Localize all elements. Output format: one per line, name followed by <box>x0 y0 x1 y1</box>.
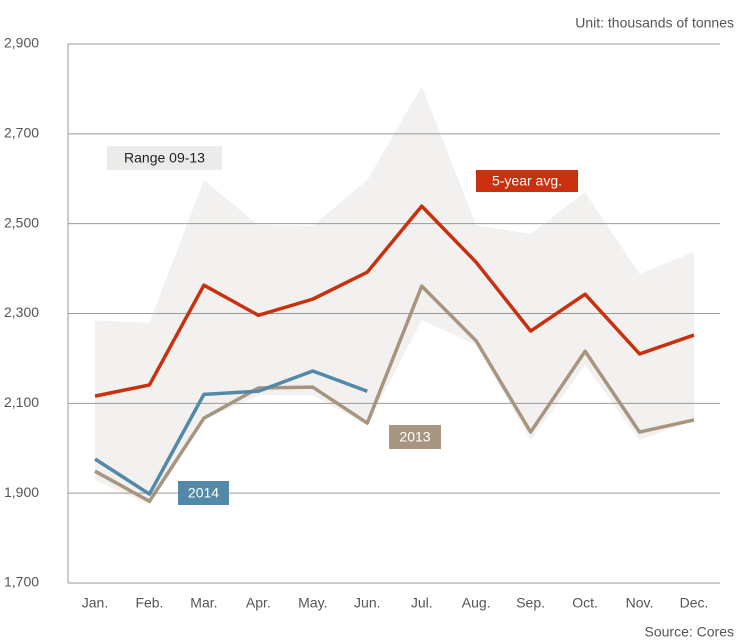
series-label-box <box>178 481 229 505</box>
y-tick-label: 2,500 <box>4 214 39 230</box>
chart-source: Source: Cores <box>645 624 734 640</box>
x-tick-label: Dec. <box>680 595 709 611</box>
x-tick-label: Jun. <box>354 595 380 611</box>
line <box>94 204 695 398</box>
x-tick-label: Jul. <box>411 595 433 611</box>
range-label: Range 09-13 <box>124 150 205 166</box>
range-label-box <box>107 146 222 170</box>
x-tick-label: Mar. <box>190 595 217 611</box>
y-tick-label: 2,700 <box>4 125 39 141</box>
line <box>94 284 695 504</box>
line <box>94 369 368 496</box>
series-label: 2013 <box>399 429 430 445</box>
series-label-box <box>476 170 578 192</box>
range-area <box>95 86 694 506</box>
chart-subtitle: Unit: thousands of tonnes <box>575 15 734 31</box>
x-tick-label: Oct. <box>572 595 598 611</box>
series-label: 2014 <box>188 485 219 501</box>
y-tick-label: 2,300 <box>4 304 39 320</box>
x-tick-label: Apr. <box>246 595 271 611</box>
y-tick-label: 2,100 <box>4 394 39 410</box>
y-tick-label: 1,700 <box>4 574 39 590</box>
y-tick-label: 2,900 <box>4 35 39 51</box>
series-label: 5-year avg. <box>492 173 562 189</box>
x-tick-label: Sep. <box>516 595 545 611</box>
x-tick-label: Feb. <box>135 595 163 611</box>
x-tick-label: Nov. <box>626 595 654 611</box>
x-tick-label: May. <box>298 595 327 611</box>
x-tick-label: Jan. <box>82 595 108 611</box>
y-tick-label: 1,900 <box>4 484 39 500</box>
x-tick-label: Aug. <box>462 595 491 611</box>
series-label-box <box>389 425 441 449</box>
